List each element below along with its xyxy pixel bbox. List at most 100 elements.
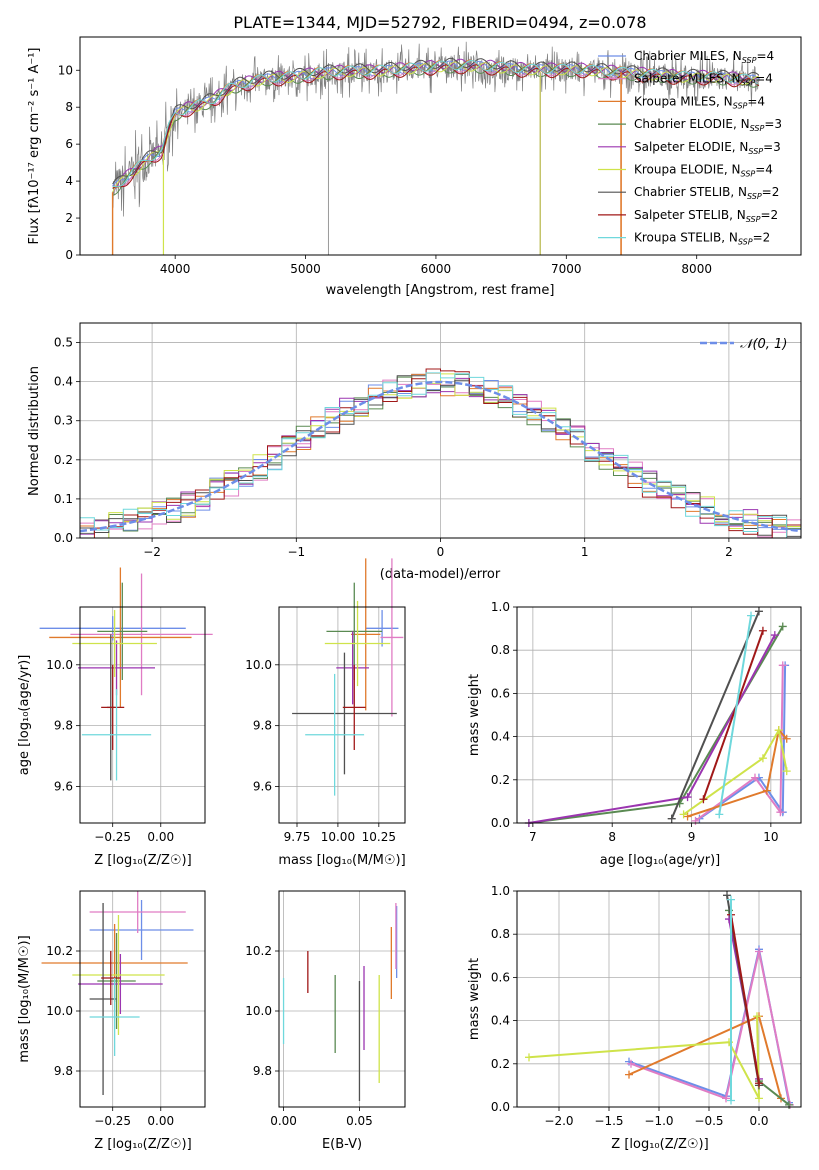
data-point-marker xyxy=(747,611,756,620)
normal-curve-line xyxy=(79,380,802,533)
axis-ticks: 7 8 9 10 0.0 0.2 0.4 0.6 0.8 1.0 xyxy=(491,600,779,844)
x-tick-label: 0.0 xyxy=(749,1114,768,1128)
plot-area xyxy=(524,607,791,827)
data-point-marker xyxy=(785,1100,793,1109)
residual-xlabel: (data-model)/error xyxy=(380,567,501,582)
histogram-step xyxy=(80,368,801,539)
x-tick-label: 0.00 xyxy=(147,830,174,844)
weight-vs-age-xlabel: age [log₁₀(age/yr)] xyxy=(600,853,721,868)
y-tick-label: 9.6 xyxy=(54,779,73,793)
y-tick-label: 0.0 xyxy=(491,1100,510,1114)
data-point-marker xyxy=(699,795,708,804)
data-point-marker xyxy=(778,661,787,670)
x-tick-label: 1 xyxy=(581,545,589,559)
x-tick-label: −1.5 xyxy=(594,1114,623,1128)
data-point-marker xyxy=(722,1094,730,1103)
x-tick-label: 7 xyxy=(529,830,537,844)
x-tick-label: 0.05 xyxy=(346,1114,373,1128)
spectrum-lines xyxy=(111,41,760,255)
y-tick-label: 0.5 xyxy=(54,336,73,350)
x-tick-label: −2 xyxy=(143,545,161,559)
legend-label: Chabrier STELIB, NSSP=2 xyxy=(634,185,779,201)
x-tick-label: 4000 xyxy=(160,262,191,276)
y-tick-label: 9.8 xyxy=(54,719,73,733)
mass-weight-line xyxy=(670,610,760,820)
x-tick-label: −1.0 xyxy=(644,1114,673,1128)
axis-ticks: −2.0 −1.5 −1.0 −0.5 0.0 0.0 0.2 0.4 0.6 0.8 1.0 xyxy=(491,884,769,1128)
x-tick-label: −0.25 xyxy=(94,830,131,844)
age-vs-mass-panel: 9.75 10.00 10.25 9.6 9.8 10.0 xyxy=(245,558,406,844)
data-point-marker xyxy=(750,773,759,782)
histogram-step xyxy=(79,372,801,539)
data-point-marker xyxy=(723,891,731,900)
x-tick-label: 10 xyxy=(763,830,778,844)
y-tick-label: 10.2 xyxy=(245,944,272,958)
age-vs-z-panel: −0.25 0.00 9.6 9.8 10.0 xyxy=(39,567,213,844)
x-tick-label: 7000 xyxy=(551,262,582,276)
data-point-marker xyxy=(758,626,767,635)
mass-vs-ebv-panel: 0.00 0.05 9.8 10.0 10.2 xyxy=(245,890,406,1128)
legend-label: Salpeter ELODIE, NSSP=3 xyxy=(634,140,781,156)
grid xyxy=(517,606,801,824)
x-tick-label: 10.00 xyxy=(321,830,355,844)
residual-legend: 𝒩(0, 1) xyxy=(700,337,787,352)
y-tick-label: 0.4 xyxy=(54,375,73,389)
age-vs-z-ylabel: age [log₁₀(age/yr)] xyxy=(17,655,32,776)
y-tick-label: 9.8 xyxy=(54,1064,73,1078)
axes-frame xyxy=(79,890,206,1108)
weight-vs-age-ylabel: mass weight xyxy=(467,674,482,756)
y-tick-label: 10.0 xyxy=(245,658,272,672)
y-tick-label: 0.6 xyxy=(491,686,510,700)
x-tick-label: 2 xyxy=(725,545,733,559)
data-point-marker xyxy=(754,607,763,616)
data-point-marker xyxy=(778,622,787,631)
data-point-marker xyxy=(776,808,785,817)
y-tick-label: 10.0 xyxy=(46,658,73,672)
figure-title: PLATE=1344, MJD=52792, FIBERID=0494, z=0… xyxy=(233,13,646,32)
axis-ticks: 0.00 0.05 9.8 10.0 10.2 xyxy=(245,944,373,1128)
plot-area xyxy=(525,891,794,1109)
y-tick-label: 10.2 xyxy=(46,944,73,958)
data-point-marker xyxy=(727,895,735,904)
y-tick-label: 1.0 xyxy=(491,600,510,614)
residual-panel: −2 −1 0 1 2 0.0 0.1 0.2 0.3 0.4 0.5 𝒩(0, 1) (data-… xyxy=(27,322,802,582)
data-point-marker xyxy=(667,814,676,823)
x-tick-label: 5000 xyxy=(290,262,321,276)
y-tick-label: 0.4 xyxy=(491,730,510,744)
y-tick-label: 9.8 xyxy=(253,1064,272,1078)
data-point-marker xyxy=(755,1094,763,1103)
grid xyxy=(80,607,205,823)
x-tick-label: 8000 xyxy=(681,262,712,276)
plot-area xyxy=(282,903,398,1101)
y-tick-label: 0.2 xyxy=(491,1057,510,1071)
plot-area xyxy=(41,891,194,1095)
data-point-marker xyxy=(755,1079,763,1088)
x-tick-label: −0.5 xyxy=(694,1114,723,1128)
mass-weight-line xyxy=(694,665,784,822)
data-point-marker xyxy=(727,1096,735,1105)
legend-label: Chabrier MILES, NSSP=4 xyxy=(634,49,774,65)
y-tick-label: 10.0 xyxy=(245,1004,272,1018)
weight-vs-age-panel: 7 8 9 10 0.0 0.2 0.4 0.6 0.8 1.0 xyxy=(491,600,802,844)
mass-weight-line xyxy=(702,630,764,800)
spectrum-ylabel: Flux [fλ10⁻¹⁷ erg cm⁻² s⁻¹ A⁻¹] xyxy=(27,48,42,245)
data-point-marker xyxy=(691,816,700,825)
age-vs-z-xlabel: Z [log₁₀(Z/Z☉)] xyxy=(94,853,191,868)
y-tick-label: 9.6 xyxy=(253,779,272,793)
weight-vs-z-ylabel: mass weight xyxy=(467,958,482,1040)
mass-weight-line xyxy=(687,727,788,818)
grid xyxy=(279,891,405,1107)
x-tick-label: 9 xyxy=(688,830,696,844)
data-point-marker xyxy=(755,947,763,956)
mass-vs-z-panel: −0.25 0.00 9.8 10.0 10.2 xyxy=(41,890,206,1128)
y-tick-label: 0.4 xyxy=(491,1014,510,1028)
legend-label: Kroupa STELIB, NSSP=2 xyxy=(634,231,770,247)
axes-frame xyxy=(79,606,206,824)
y-tick-label: 8 xyxy=(65,100,73,114)
x-tick-label: 0.00 xyxy=(270,1114,297,1128)
residual-ylabel: Normed distribution xyxy=(27,366,42,496)
model-spectrum-line xyxy=(112,59,759,188)
legend-label: Salpeter MILES, NSSP=4 xyxy=(634,72,773,88)
y-tick-label: 1.0 xyxy=(491,884,510,898)
mass-weight-line xyxy=(718,615,752,815)
